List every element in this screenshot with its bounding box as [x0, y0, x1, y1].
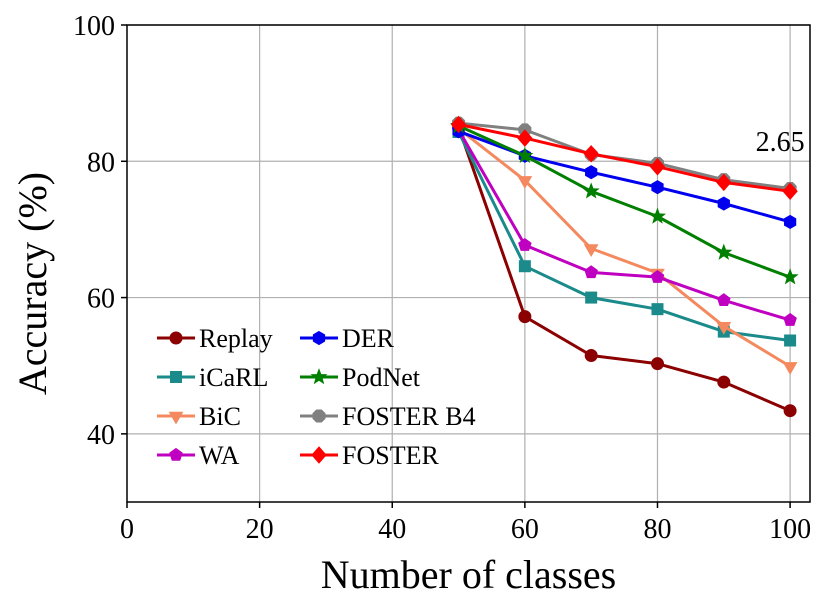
data-point: [717, 196, 730, 211]
data-point: [781, 268, 799, 285]
legend-marker: [169, 447, 183, 461]
x-tick-label: 40: [378, 514, 406, 545]
series-der: [452, 124, 797, 230]
x-tick-label: 80: [643, 514, 671, 545]
legend-marker: [312, 409, 326, 423]
series-line: [457, 126, 791, 413]
legend-label: FOSTER B4: [342, 402, 476, 431]
x-tick-label: 60: [511, 514, 539, 545]
legend: Replay iCaRL BiC WA DER PodNet FOSTER B4 FOSTER: [157, 324, 476, 470]
x-tick-label: 20: [246, 514, 274, 545]
data-point: [782, 182, 798, 201]
series-line: [457, 127, 791, 368]
legend-marker: [169, 331, 183, 345]
legend-label: iCaRL: [199, 363, 268, 392]
data-point: [783, 312, 797, 326]
series-line: [458, 123, 791, 193]
y-axis-title: Accuracy (%): [10, 172, 55, 395]
annotations: 2.65: [756, 127, 805, 158]
data-point: [583, 145, 599, 163]
y-tick-label: 60: [87, 284, 115, 315]
data-point: [715, 243, 733, 260]
data-point: [517, 129, 533, 147]
series-foster-b4: [452, 116, 797, 196]
data-point: [783, 404, 797, 418]
legend-entry: FOSTER: [300, 441, 439, 470]
data-point: [516, 146, 534, 164]
series-foster: [450, 115, 798, 201]
data-point: [782, 362, 798, 375]
data-point: [650, 357, 664, 371]
legend-marker: [310, 368, 328, 385]
x-axis-title: Number of classes: [321, 552, 616, 597]
data-point: [585, 165, 598, 180]
legend-label: Replay: [199, 324, 273, 353]
series-bic: [451, 124, 798, 375]
data-point: [517, 176, 533, 189]
axis-ticks: 0 20 40 60 80 100 40 60 80 100: [73, 11, 811, 545]
legend-marker: [311, 446, 327, 464]
series-line: [457, 124, 791, 279]
data-point: [518, 260, 531, 273]
y-tick-label: 40: [87, 420, 115, 451]
legend-marker: [312, 330, 326, 346]
data-point: [450, 115, 467, 134]
data-point: [783, 214, 797, 230]
data-point: [716, 173, 732, 192]
data-point: [650, 270, 665, 283]
data-point: [651, 303, 664, 316]
legend-label: WA: [199, 441, 240, 470]
series-line: [457, 131, 791, 342]
data-point: [648, 207, 666, 224]
legend-label: PodNet: [342, 363, 421, 392]
data-point: [584, 265, 598, 279]
legend-entry: Replay: [157, 324, 273, 353]
x-tick-label: 0: [120, 514, 134, 545]
data-point: [649, 157, 666, 176]
legend-entry: BiC: [157, 402, 241, 431]
series-lines: [450, 115, 799, 418]
y-tick-label: 80: [87, 147, 115, 178]
legend-entry: WA: [157, 441, 240, 470]
legend-marker: [168, 411, 184, 425]
data-point: [717, 293, 731, 307]
legend-entry: DER: [300, 324, 395, 353]
x-tick-label: 100: [769, 514, 811, 545]
data-point: [518, 237, 532, 251]
legend-entry: iCaRL: [157, 363, 268, 392]
data-point: [584, 348, 598, 362]
legend-label: BiC: [199, 402, 241, 431]
data-point: [651, 180, 664, 195]
y-tick-label: 100: [73, 11, 115, 42]
annotation-label: 2.65: [756, 127, 805, 158]
data-point: [582, 182, 600, 199]
legend-marker: [170, 371, 182, 383]
data-point: [583, 244, 599, 258]
data-point: [518, 310, 532, 324]
legend-entry: PodNet: [300, 363, 421, 392]
data-point: [716, 321, 732, 335]
data-point: [717, 375, 731, 389]
data-point: [585, 291, 598, 304]
series-line: [458, 129, 791, 224]
plot-frame: [126, 24, 811, 503]
legend-label: DER: [342, 324, 395, 353]
data-point: [784, 334, 797, 347]
legend-label: FOSTER: [342, 441, 439, 470]
series-line: [457, 129, 791, 322]
legend-entry: FOSTER B4: [300, 402, 476, 431]
